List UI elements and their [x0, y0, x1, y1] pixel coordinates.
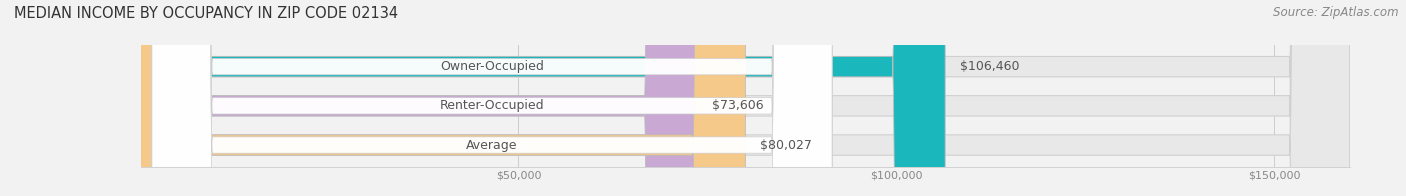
FancyBboxPatch shape — [152, 0, 832, 196]
Text: Average: Average — [467, 139, 517, 152]
Text: $73,606: $73,606 — [711, 99, 763, 112]
Text: $106,460: $106,460 — [960, 60, 1019, 73]
FancyBboxPatch shape — [141, 0, 697, 196]
Text: MEDIAN INCOME BY OCCUPANCY IN ZIP CODE 02134: MEDIAN INCOME BY OCCUPANCY IN ZIP CODE 0… — [14, 6, 398, 21]
FancyBboxPatch shape — [141, 0, 1350, 196]
Text: $80,027: $80,027 — [761, 139, 813, 152]
FancyBboxPatch shape — [141, 0, 1350, 196]
FancyBboxPatch shape — [152, 0, 832, 196]
FancyBboxPatch shape — [141, 0, 945, 196]
FancyBboxPatch shape — [141, 0, 1350, 196]
Text: Renter-Occupied: Renter-Occupied — [440, 99, 544, 112]
Text: Source: ZipAtlas.com: Source: ZipAtlas.com — [1274, 6, 1399, 19]
Text: Owner-Occupied: Owner-Occupied — [440, 60, 544, 73]
FancyBboxPatch shape — [152, 0, 832, 196]
FancyBboxPatch shape — [141, 0, 745, 196]
